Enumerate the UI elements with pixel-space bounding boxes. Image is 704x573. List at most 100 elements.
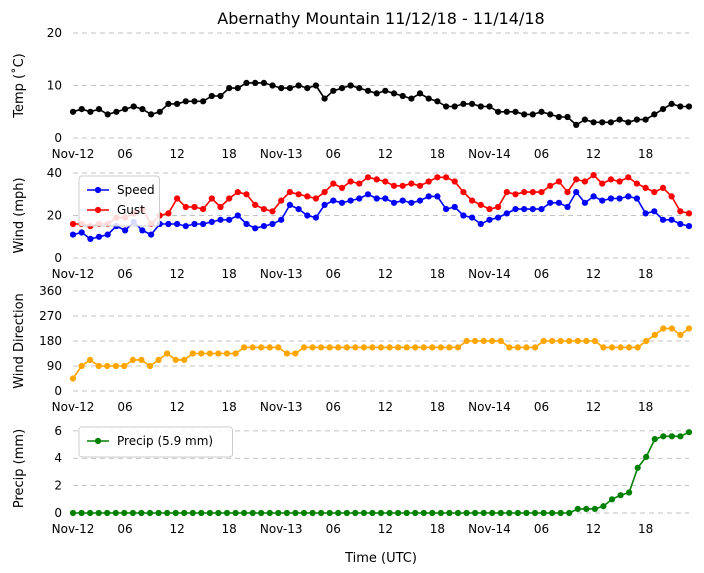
data-point	[104, 231, 111, 238]
x-tick-label: 18	[638, 400, 653, 414]
x-tick-label: 12	[169, 147, 184, 161]
data-point	[386, 344, 393, 351]
data-point	[266, 344, 273, 351]
data-point	[416, 90, 424, 97]
data-point	[668, 193, 675, 200]
data-point	[634, 464, 641, 471]
data-point	[318, 509, 325, 517]
data-point	[408, 180, 415, 187]
data-point	[309, 344, 316, 351]
data-point	[416, 182, 424, 189]
legend-marker	[94, 206, 102, 214]
data-point	[495, 203, 502, 211]
data-point	[434, 193, 441, 200]
data-point	[626, 344, 633, 351]
data-point	[659, 216, 667, 223]
data-point	[564, 113, 571, 121]
y-tick-label: 20	[47, 26, 62, 40]
data-point	[326, 509, 333, 517]
data-point	[600, 503, 607, 510]
data-point	[547, 199, 554, 206]
data-point	[677, 103, 684, 110]
data-point	[451, 203, 458, 211]
data-point	[318, 344, 325, 351]
x-tick-label: 06	[326, 400, 341, 414]
data-point	[480, 337, 487, 345]
data-point	[113, 108, 120, 115]
y-tick-label: 360	[39, 284, 62, 298]
data-point	[566, 337, 573, 345]
data-point	[590, 119, 597, 126]
data-point	[521, 189, 528, 196]
data-point	[215, 350, 222, 357]
data-point	[198, 509, 205, 517]
y-tick-label: 10	[47, 79, 62, 93]
data-point	[78, 509, 85, 517]
data-point	[454, 509, 462, 517]
data-point	[403, 344, 410, 351]
data-point	[557, 509, 564, 517]
data-point	[395, 509, 402, 517]
legend-marker	[94, 437, 102, 445]
data-point	[460, 100, 467, 107]
data-point	[514, 509, 522, 517]
data-point	[249, 344, 256, 351]
x-tick-label: 12	[378, 522, 393, 536]
data-point	[390, 182, 398, 189]
data-point	[278, 85, 285, 92]
x-tick-label: Nov-12	[52, 522, 95, 536]
data-point	[416, 197, 424, 204]
data-point	[223, 350, 231, 357]
y-tick-label: 20	[47, 209, 62, 223]
data-point	[252, 225, 259, 232]
x-tick-label: 06	[534, 267, 549, 281]
data-point	[292, 350, 299, 357]
data-point	[633, 195, 641, 202]
data-point	[226, 195, 233, 202]
x-tick-label: 18	[430, 267, 445, 281]
data-point	[425, 95, 432, 102]
data-point	[480, 509, 487, 517]
y-axis-label: Wind (mph)	[12, 177, 27, 253]
data-point	[191, 220, 198, 228]
x-tick-label: 12	[169, 522, 184, 536]
data-point	[164, 350, 171, 357]
data-point	[514, 344, 522, 351]
x-tick-label: 12	[169, 400, 184, 414]
data-point	[260, 79, 267, 86]
data-point	[420, 344, 427, 351]
data-point	[451, 178, 458, 185]
data-point	[547, 182, 554, 189]
data-point	[625, 174, 632, 181]
data-point	[443, 103, 450, 110]
data-point	[583, 337, 590, 345]
data-point	[122, 106, 129, 113]
data-point	[155, 356, 162, 363]
data-point	[148, 111, 155, 118]
data-point	[529, 189, 536, 196]
data-point	[78, 362, 85, 370]
legend-marker	[94, 186, 102, 194]
data-point	[469, 214, 476, 221]
x-tick-label: 06	[534, 400, 549, 414]
data-point	[198, 350, 205, 357]
data-point	[469, 197, 476, 204]
data-point	[146, 362, 154, 370]
data-point	[591, 505, 599, 512]
data-point	[477, 201, 484, 208]
data-point	[330, 180, 337, 187]
data-point	[243, 79, 250, 86]
data-point	[607, 176, 615, 183]
data-point	[625, 193, 632, 200]
data-point	[122, 227, 129, 234]
y-tick-label: 40	[47, 166, 62, 180]
data-point	[497, 337, 504, 345]
data-point	[477, 220, 484, 228]
legend-box	[78, 426, 233, 458]
data-point	[338, 199, 346, 206]
data-point	[78, 229, 85, 236]
data-point	[403, 509, 410, 517]
data-point	[304, 193, 311, 200]
data-point	[335, 509, 342, 517]
data-point	[226, 85, 233, 92]
